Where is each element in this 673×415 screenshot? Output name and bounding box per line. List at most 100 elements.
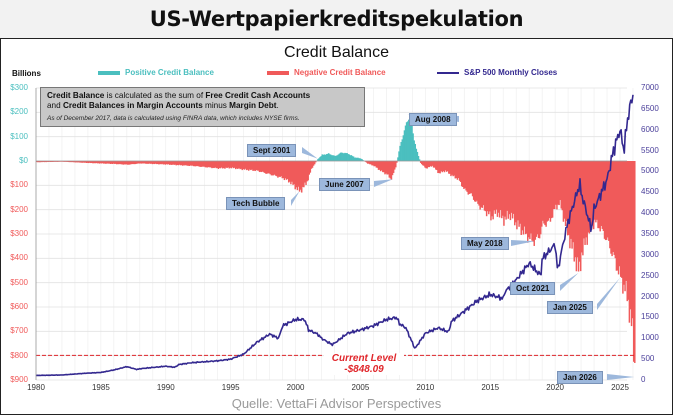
negative-credit-bar xyxy=(256,161,259,171)
negative-credit-bar xyxy=(53,161,55,162)
negative-credit-bar xyxy=(273,161,276,175)
negative-credit-bar xyxy=(392,161,395,173)
negative-credit-bar xyxy=(79,161,81,163)
negative-credit-bar xyxy=(536,161,539,235)
negative-credit-bar xyxy=(82,161,84,163)
negative-credit-bar xyxy=(300,161,303,193)
negative-credit-bar xyxy=(190,161,193,166)
negative-credit-bar xyxy=(213,161,215,169)
negative-credit-bar xyxy=(251,161,253,170)
negative-credit-bar xyxy=(438,161,440,173)
negative-credit-bar xyxy=(245,161,248,171)
negative-credit-bar xyxy=(134,161,136,165)
negative-credit-bar xyxy=(305,161,307,185)
left-axis-tick-label: $600 xyxy=(10,302,28,311)
negative-credit-bar xyxy=(116,161,118,165)
negative-credit-bar xyxy=(73,161,76,163)
negative-credit-bar xyxy=(83,161,86,163)
positive-credit-bar xyxy=(409,117,411,161)
negative-credit-bar xyxy=(613,161,615,255)
negative-credit-bar xyxy=(295,161,298,188)
negative-credit-bar xyxy=(281,161,283,179)
negative-credit-bar xyxy=(382,161,384,173)
negative-credit-bar xyxy=(504,161,506,217)
negative-credit-bar xyxy=(601,161,604,229)
negative-credit-bar xyxy=(206,161,209,168)
negative-credit-bar xyxy=(72,161,75,163)
left-axis-tick-label: $700 xyxy=(10,326,28,336)
positive-credit-bar xyxy=(321,154,323,161)
negative-credit-bar xyxy=(302,161,304,187)
negative-credit-bar xyxy=(444,161,447,171)
negative-credit-bar xyxy=(158,161,160,165)
negative-credit-bar xyxy=(544,161,546,226)
negative-credit-bar xyxy=(141,161,144,164)
negative-credit-bar xyxy=(232,161,235,169)
negative-credit-bar xyxy=(578,161,581,262)
annotation-callout: Aug 2008 xyxy=(409,113,457,126)
positive-credit-bar xyxy=(359,158,361,161)
negative-credit-bar xyxy=(40,161,42,163)
negative-credit-bar xyxy=(46,161,49,162)
negative-credit-bar xyxy=(428,161,431,168)
current-level-value: -$848.09 xyxy=(344,364,384,375)
negative-credit-bar xyxy=(192,161,195,167)
negative-credit-bar xyxy=(366,161,369,164)
negative-credit-bar xyxy=(284,161,287,179)
negative-credit-bar xyxy=(119,161,121,164)
negative-credit-bar xyxy=(154,161,157,164)
negative-credit-bar xyxy=(602,161,605,231)
negative-credit-bar xyxy=(451,161,453,175)
negative-credit-bar xyxy=(117,161,119,165)
negative-credit-bar xyxy=(587,161,590,233)
negative-credit-bar xyxy=(296,161,299,191)
positive-credit-bar xyxy=(317,159,319,161)
negative-credit-bar xyxy=(494,161,497,214)
negative-credit-bar xyxy=(311,161,314,168)
negative-credit-bar xyxy=(114,161,117,164)
right-axis-tick-label: 5500 xyxy=(641,145,659,155)
negative-credit-bar xyxy=(603,161,606,239)
negative-credit-bar xyxy=(502,161,504,216)
negative-credit-bar xyxy=(54,161,56,162)
negative-credit-bar xyxy=(129,161,131,165)
negative-credit-bar xyxy=(205,161,208,168)
negative-credit-bar xyxy=(631,161,634,319)
negative-credit-bar xyxy=(153,161,156,165)
negative-credit-bar xyxy=(575,161,578,272)
positive-credit-bar xyxy=(417,156,420,161)
negative-credit-bar xyxy=(48,161,51,162)
negative-credit-bar xyxy=(597,161,599,229)
negative-credit-bar xyxy=(162,161,165,165)
callout-leader xyxy=(291,191,300,206)
negative-credit-bar xyxy=(622,161,624,294)
negative-credit-bar xyxy=(64,161,66,162)
negative-credit-bar xyxy=(194,161,197,167)
negative-credit-bar xyxy=(615,161,618,271)
positive-credit-bar xyxy=(350,155,353,161)
negative-credit-bar xyxy=(449,161,451,174)
negative-credit-bar xyxy=(100,161,103,164)
positive-credit-bar xyxy=(339,152,342,161)
note-sub: As of December 2017, data is calculated … xyxy=(47,115,300,122)
right-axis-tick-label: 6000 xyxy=(641,124,659,134)
negative-credit-bar xyxy=(618,161,621,267)
positive-credit-bar xyxy=(406,121,409,161)
negative-credit-bar xyxy=(69,161,72,163)
negative-credit-bar xyxy=(421,161,423,165)
negative-credit-bar xyxy=(572,161,574,243)
positive-credit-bar xyxy=(355,157,357,161)
negative-credit-bar xyxy=(542,161,544,221)
negative-credit-bar xyxy=(254,161,256,172)
negative-credit-bar xyxy=(37,161,39,163)
negative-credit-bar xyxy=(290,161,292,185)
annotation-callout: Jan 2025 xyxy=(547,301,593,314)
negative-credit-bar xyxy=(595,161,597,223)
negative-credit-bar xyxy=(549,161,552,222)
negative-credit-bar xyxy=(419,161,422,163)
negative-credit-bar xyxy=(152,161,155,164)
legend-label-negative: Negative Credit Balance xyxy=(294,68,386,77)
callout-leader xyxy=(597,277,620,310)
negative-credit-bar xyxy=(537,161,540,239)
negative-credit-bar xyxy=(493,161,495,211)
